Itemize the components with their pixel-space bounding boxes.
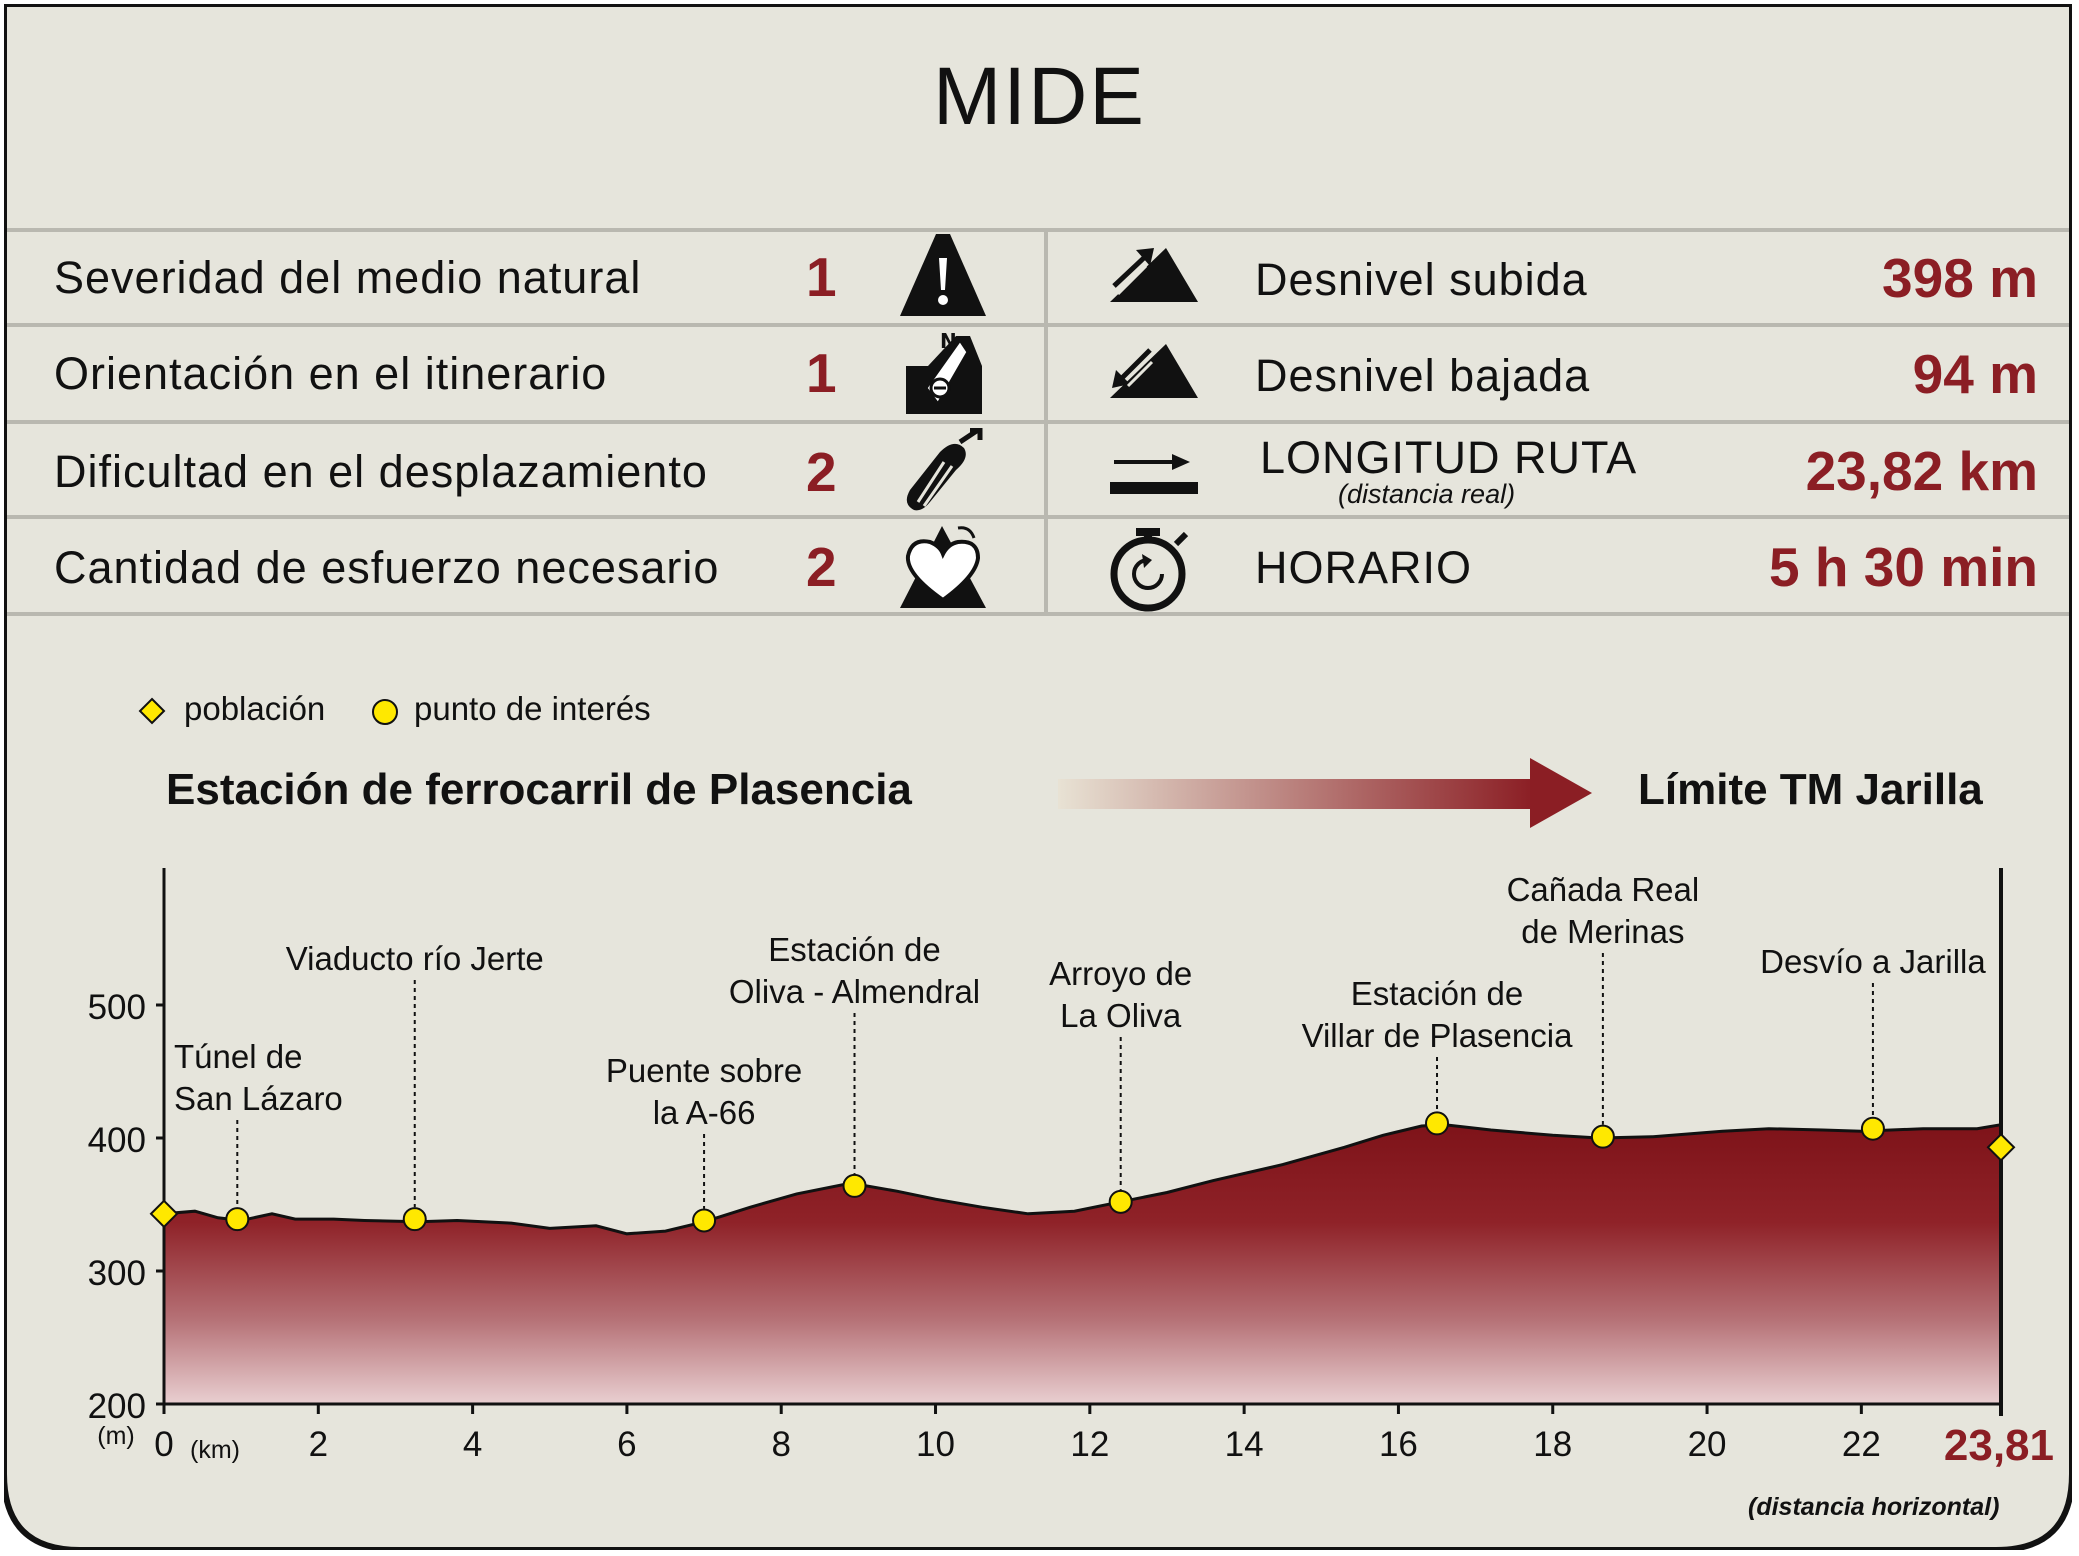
poi-marker	[1590, 1124, 1615, 1149]
poi-label: la A-66	[653, 1094, 756, 1131]
footnote-horizontal-distance: (distancia horizontal)	[1748, 1493, 2000, 1521]
x-tick-label: 12	[1070, 1425, 1109, 1464]
route-direction-arrow-icon	[1058, 758, 1592, 828]
poi-label: La Oliva	[1060, 997, 1182, 1034]
stat-label-horario: HORARIO	[1255, 542, 1473, 593]
legend-poi-marker	[372, 699, 398, 725]
x-tick-label: 8	[771, 1425, 790, 1464]
poi-marker	[1860, 1116, 1885, 1141]
stat-value-horario: 5 h 30 min	[1769, 536, 2038, 598]
x-tick-label: 20	[1688, 1425, 1727, 1464]
poi-marker	[842, 1173, 867, 1198]
elevation-line	[163, 1123, 2002, 1236]
x-tick-label: 10	[916, 1425, 955, 1464]
poi-marker	[692, 1208, 717, 1233]
town-marker	[1986, 1132, 2016, 1162]
boot-sole-icon	[906, 428, 983, 511]
heart-mountain-icon	[900, 526, 986, 608]
legend-poi-label: punto de interés	[414, 690, 651, 727]
distance-arrow-icon	[1110, 454, 1198, 494]
poi-label: Cañada Real	[1507, 871, 1700, 908]
poi-label: Estación de	[768, 931, 940, 968]
page-title: MIDE	[933, 51, 1146, 142]
mide-label-orientacion: Orientación en el itinerario	[54, 348, 608, 399]
y-tick-label: 300	[88, 1254, 146, 1293]
x-tick-label: 0	[154, 1425, 173, 1464]
poi-marker	[1108, 1189, 1133, 1214]
y-tick-label: 400	[88, 1121, 146, 1160]
poi-label: Túnel de	[174, 1038, 302, 1075]
y-tick-label: 200	[88, 1387, 146, 1426]
town-marker	[149, 1199, 179, 1229]
warning-mountain-icon	[900, 234, 986, 316]
x-tick-label: 4	[463, 1425, 482, 1464]
mide-label-severidad: Severidad del medio natural	[54, 252, 642, 303]
mide-value-dificultad: 2	[806, 441, 837, 503]
y-tick-label: 500	[88, 988, 146, 1027]
x-tick-label: 16	[1379, 1425, 1418, 1464]
x-tick-label: 22	[1842, 1425, 1881, 1464]
y-axis-unit-label: (m)	[97, 1422, 134, 1450]
ascent-icon	[1110, 248, 1198, 302]
x-tick-label: 18	[1533, 1425, 1572, 1464]
x-tick-label: 2	[309, 1425, 328, 1464]
poi-label: Puente sobre	[606, 1052, 802, 1089]
stat-label-subida: Desnivel subida	[1255, 254, 1588, 305]
mide-value-orientacion: 1	[806, 342, 837, 404]
legend-town-label: población	[184, 690, 326, 727]
poi-marker	[402, 1207, 427, 1232]
compass-map-icon: N	[906, 330, 982, 414]
mide-label-dificultad: Dificultad en el desplazamiento	[54, 446, 708, 497]
poi-label: de Merinas	[1521, 913, 1684, 950]
poi-marker	[1425, 1111, 1450, 1136]
legend-town-marker	[138, 697, 166, 725]
x-tick-label: 6	[617, 1425, 636, 1464]
descent-icon	[1110, 344, 1198, 398]
x-tick-label: 14	[1225, 1425, 1264, 1464]
stat-sublabel-longitud: (distancia real)	[1338, 479, 1516, 509]
svg-text:N: N	[940, 330, 957, 353]
mide-value-esfuerzo: 2	[806, 536, 837, 598]
x-axis-unit-label: (km)	[190, 1436, 240, 1464]
poi-label: San Lázaro	[174, 1080, 343, 1117]
stat-label-bajada: Desnivel bajada	[1255, 350, 1591, 401]
elevation-area	[164, 1124, 2001, 1404]
stat-value-longitud: 23,82 km	[1805, 440, 2038, 502]
poi-label: Villar de Plasencia	[1302, 1017, 1574, 1054]
poi-label: Desvío a Jarilla	[1760, 943, 1986, 980]
route-end: Límite TM Jarilla	[1638, 765, 1983, 814]
poi-label: Oliva - Almendral	[729, 973, 980, 1010]
stat-value-subida: 398 m	[1882, 247, 2038, 309]
poi-marker	[225, 1207, 250, 1232]
mide-label-esfuerzo: Cantidad de esfuerzo necesario	[54, 542, 720, 593]
route-start: Estación de ferrocarril de Plasencia	[166, 765, 912, 814]
poi-label: Estación de	[1351, 975, 1523, 1012]
mide-value-severidad: 1	[806, 246, 837, 308]
poi-label: Arroyo de	[1049, 955, 1192, 992]
x-axis-end-label: 23,81	[1944, 1421, 2054, 1470]
stopwatch-icon	[1110, 528, 1189, 612]
stat-value-bajada: 94 m	[1912, 343, 2038, 405]
poi-label: Viaducto río Jerte	[286, 940, 544, 977]
stat-label-longitud: LONGITUD RUTA	[1260, 432, 1638, 483]
